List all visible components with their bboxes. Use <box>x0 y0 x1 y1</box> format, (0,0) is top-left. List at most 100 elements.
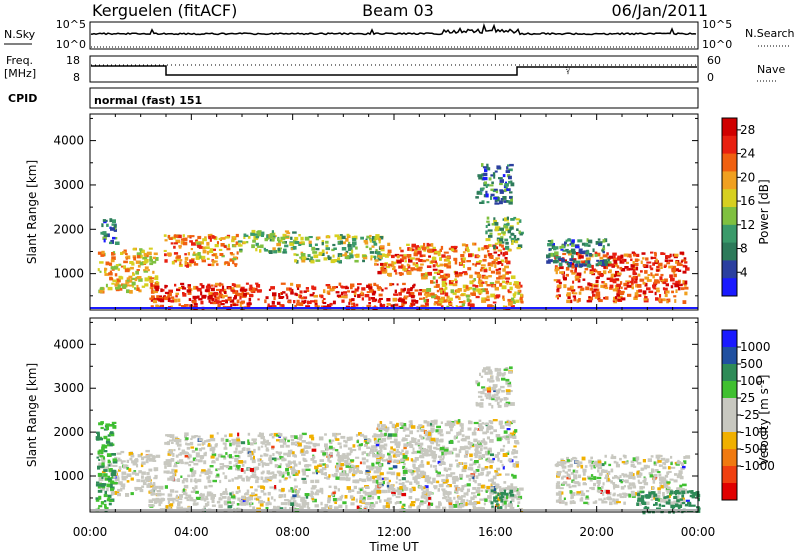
echo-cell <box>231 438 236 442</box>
echo-cell <box>149 262 154 266</box>
echo-cell <box>605 489 610 494</box>
echo-cell <box>332 498 337 501</box>
echo-cell <box>241 300 245 304</box>
echo-cell <box>658 473 662 477</box>
echo-cell <box>697 507 701 510</box>
echo-cell <box>114 490 120 495</box>
echo-cell <box>106 498 111 502</box>
echo-cell <box>200 496 205 499</box>
echo-cell <box>660 498 665 503</box>
echo-cell <box>612 493 616 497</box>
echo-cell <box>401 493 407 497</box>
echo-cell <box>250 289 254 293</box>
echo-cell <box>426 423 431 427</box>
echo-cell <box>576 272 582 276</box>
echo-cell <box>212 260 216 264</box>
echo-cell <box>570 289 576 292</box>
echo-cell <box>650 256 653 260</box>
echo-cell <box>611 455 617 460</box>
echo-cell <box>112 279 117 283</box>
echo-cell <box>407 264 411 269</box>
echo-cell <box>257 496 262 499</box>
echo-cell <box>106 483 111 488</box>
echo-cell <box>479 279 483 283</box>
echo-cell <box>491 379 495 383</box>
echo-cell <box>485 474 489 477</box>
echo-cell <box>638 491 641 494</box>
echo-cell <box>416 450 421 454</box>
echo-cell <box>362 254 367 257</box>
echo-cell <box>268 288 271 291</box>
echo-cell <box>677 489 683 493</box>
echo-cell <box>246 479 250 482</box>
echo-cell <box>675 289 678 293</box>
echo-cell <box>514 240 519 244</box>
echo-cell <box>117 493 121 497</box>
echo-cell <box>377 270 382 275</box>
echo-cell <box>418 445 423 450</box>
echo-cell <box>642 290 647 295</box>
echo-cell <box>110 259 115 263</box>
echo-cell <box>426 245 430 249</box>
echo-cell <box>483 172 488 177</box>
echo-cell <box>614 274 617 278</box>
echo-cell <box>154 468 157 472</box>
echo-cell <box>225 488 228 492</box>
echo-cell <box>480 484 485 489</box>
echo-cell <box>410 458 414 462</box>
echo-cell <box>577 279 581 283</box>
echo-cell <box>438 462 442 466</box>
echo-cell <box>306 505 310 508</box>
colorbar-swatch <box>722 118 737 137</box>
echo-cell <box>375 434 378 438</box>
echo-cell <box>108 502 112 506</box>
echo-cell <box>653 493 656 498</box>
echo-cell <box>447 467 452 471</box>
echo-cell <box>271 447 275 450</box>
colorbar-tick-label: 4 <box>740 265 748 279</box>
echo-cell <box>507 302 513 306</box>
echo-cell <box>301 432 307 436</box>
echo-cell <box>676 262 682 266</box>
echo-cell <box>184 304 189 307</box>
echo-cell <box>407 288 413 292</box>
echo-cell <box>177 234 182 239</box>
echo-cell <box>210 455 215 459</box>
echo-cell <box>154 282 158 285</box>
echo-cell <box>460 462 463 465</box>
echo-cell <box>501 463 504 467</box>
echo-cell <box>489 439 494 443</box>
echo-cell <box>680 467 685 470</box>
echo-cell <box>636 458 639 463</box>
echo-cell <box>138 470 142 474</box>
echo-cell <box>444 273 450 277</box>
echo-cell <box>514 429 518 433</box>
echo-cell <box>103 500 107 503</box>
echo-cell <box>474 271 477 275</box>
echo-cell <box>485 225 488 228</box>
echo-cell <box>328 474 331 478</box>
echo-cell <box>568 261 572 265</box>
echo-cell <box>212 301 217 305</box>
echo-cell <box>175 295 178 298</box>
echo-cell <box>460 254 465 258</box>
echo-cell <box>485 430 489 433</box>
echo-cell <box>377 496 381 500</box>
echo-cell <box>337 235 342 240</box>
echo-cell <box>485 490 488 493</box>
echo-cell <box>613 460 617 464</box>
echo-cell <box>234 295 237 299</box>
echo-cell <box>114 273 118 277</box>
echo-cell <box>235 490 239 495</box>
echo-cell <box>102 231 107 235</box>
echo-cell <box>651 469 655 473</box>
echo-cell <box>415 262 419 265</box>
echo-cell <box>197 478 202 483</box>
echo-cell <box>152 459 157 462</box>
echo-cell <box>265 453 269 457</box>
echo-cell <box>427 431 432 436</box>
echo-cell <box>569 250 572 254</box>
echo-cell <box>229 492 232 496</box>
echo-cell <box>588 239 593 244</box>
echo-cell <box>227 297 232 301</box>
